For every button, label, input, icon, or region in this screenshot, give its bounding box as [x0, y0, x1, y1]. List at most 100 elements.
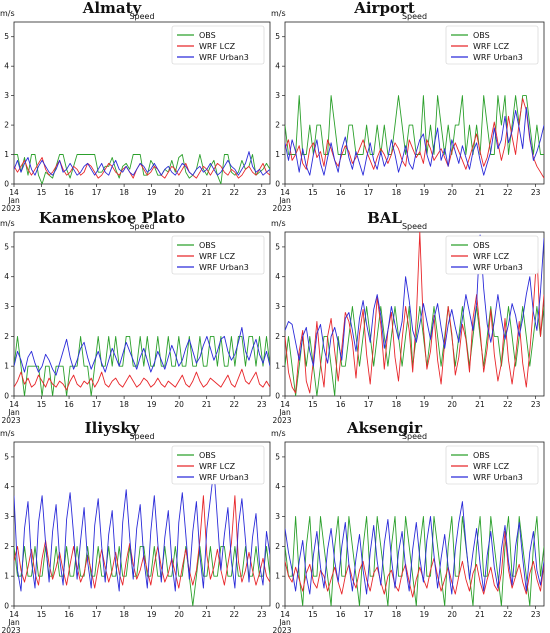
x-tick-label: 15: [37, 610, 47, 619]
x-tick-label: 15: [308, 188, 318, 197]
x-tick-sublabel: 2023: [272, 204, 291, 213]
axes-title: Speed: [129, 12, 154, 21]
panel-title: Kamenskoe Plato: [39, 209, 185, 227]
legend-label: OBS: [199, 451, 216, 460]
x-tick-label: 19: [147, 400, 157, 409]
series-line-wrf-lcz: [285, 531, 544, 598]
panel-title: Almaty: [82, 0, 143, 17]
x-tick-label: 20: [447, 610, 457, 619]
y-tick-label: 4: [4, 272, 9, 281]
series-line-obs: [285, 516, 544, 606]
y-unit-label: m/s: [0, 429, 15, 438]
y-unit-label: m/s: [0, 9, 15, 18]
x-tick-label: 18: [392, 610, 402, 619]
x-tick-label: 14: [9, 400, 19, 409]
x-tick-label: 18: [119, 188, 129, 197]
x-tick-label: 14: [280, 400, 290, 409]
x-tick-label: 23: [257, 188, 267, 197]
y-unit-label: m/s: [0, 219, 15, 228]
legend-label: WRF LCZ: [199, 462, 236, 471]
legend-box: [445, 445, 539, 485]
legend: OBS WRF LCZ WRF Urban3: [171, 235, 265, 275]
series-line-obs: [285, 95, 544, 155]
legend-label: OBS: [199, 31, 216, 40]
y-tick-label: 2: [4, 332, 9, 341]
y-tick-label: 3: [275, 302, 280, 311]
legend-label: OBS: [473, 31, 490, 40]
x-tick-label: 23: [257, 610, 267, 619]
x-tick-label: 22: [229, 188, 239, 197]
axes-title: Speed: [129, 222, 154, 231]
y-tick-label: 0: [4, 392, 9, 401]
y-tick-label: 5: [275, 32, 280, 41]
x-tick-label: 22: [229, 610, 239, 619]
x-tick-label: 20: [447, 188, 457, 197]
legend-box: [171, 445, 265, 485]
x-tick-label: 21: [475, 188, 485, 197]
legend-box: [445, 235, 539, 275]
y-tick-label: 1: [4, 572, 9, 581]
y-tick-label: 0: [275, 180, 280, 189]
legend-box: [171, 25, 265, 65]
legend-label: WRF Urban3: [473, 473, 523, 482]
x-tick-label: 17: [92, 400, 102, 409]
series-line-wrf-lcz: [285, 98, 544, 179]
legend-label: WRF Urban3: [473, 53, 523, 62]
y-tick-label: 0: [275, 602, 280, 611]
y-tick-label: 4: [4, 482, 9, 491]
y-tick-label: 5: [275, 452, 280, 461]
x-tick-label: 22: [503, 188, 513, 197]
x-tick-label: 23: [531, 188, 541, 197]
y-tick-label: 0: [275, 392, 280, 401]
x-tick-sublabel: 2023: [1, 626, 20, 633]
x-tick-label: 19: [419, 400, 429, 409]
axes-title: Speed: [129, 432, 154, 441]
x-tick-label: 20: [447, 400, 457, 409]
y-tick-label: 5: [275, 242, 280, 251]
x-tick-label: 23: [531, 400, 541, 409]
x-tick-label: 18: [392, 400, 402, 409]
x-tick-sublabel: Jan: [278, 408, 291, 417]
legend: OBS WRF LCZ WRF Urban3: [445, 235, 539, 275]
series-line-wrf-urban3: [285, 106, 544, 176]
series-line-wrf-urban3: [285, 501, 544, 595]
legend-label: WRF Urban3: [199, 53, 249, 62]
x-tick-sublabel: Jan: [7, 618, 20, 627]
axes-title: Speed: [402, 432, 427, 441]
series-line-wrf-lcz: [285, 232, 544, 394]
x-tick-label: 16: [64, 610, 74, 619]
y-tick-label: 5: [4, 452, 9, 461]
y-tick-label: 1: [275, 572, 280, 581]
series-line-wrf-urban3: [14, 151, 270, 176]
x-tick-label: 21: [475, 400, 485, 409]
x-tick-label: 14: [280, 188, 290, 197]
x-tick-label: 15: [37, 188, 47, 197]
legend-label: OBS: [473, 241, 490, 250]
x-tick-label: 21: [202, 610, 212, 619]
x-tick-label: 23: [257, 400, 267, 409]
axes-title: Speed: [402, 222, 427, 231]
panel-title: BAL: [367, 209, 402, 227]
y-tick-label: 2: [275, 121, 280, 130]
x-tick-label: 20: [174, 188, 184, 197]
axes-title: Speed: [402, 12, 427, 21]
x-tick-label: 14: [280, 610, 290, 619]
series-line-obs: [14, 335, 270, 396]
x-tick-label: 16: [64, 400, 74, 409]
y-tick-label: 2: [275, 542, 280, 551]
y-tick-label: 4: [275, 272, 280, 281]
x-tick-label: 22: [503, 610, 513, 619]
x-tick-label: 15: [308, 400, 318, 409]
series-line-obs: [14, 545, 270, 606]
x-tick-sublabel: 2023: [1, 204, 20, 213]
legend-label: WRF LCZ: [473, 42, 510, 51]
x-tick-label: 22: [229, 400, 239, 409]
y-tick-label: 3: [275, 91, 280, 100]
x-tick-label: 19: [419, 188, 429, 197]
